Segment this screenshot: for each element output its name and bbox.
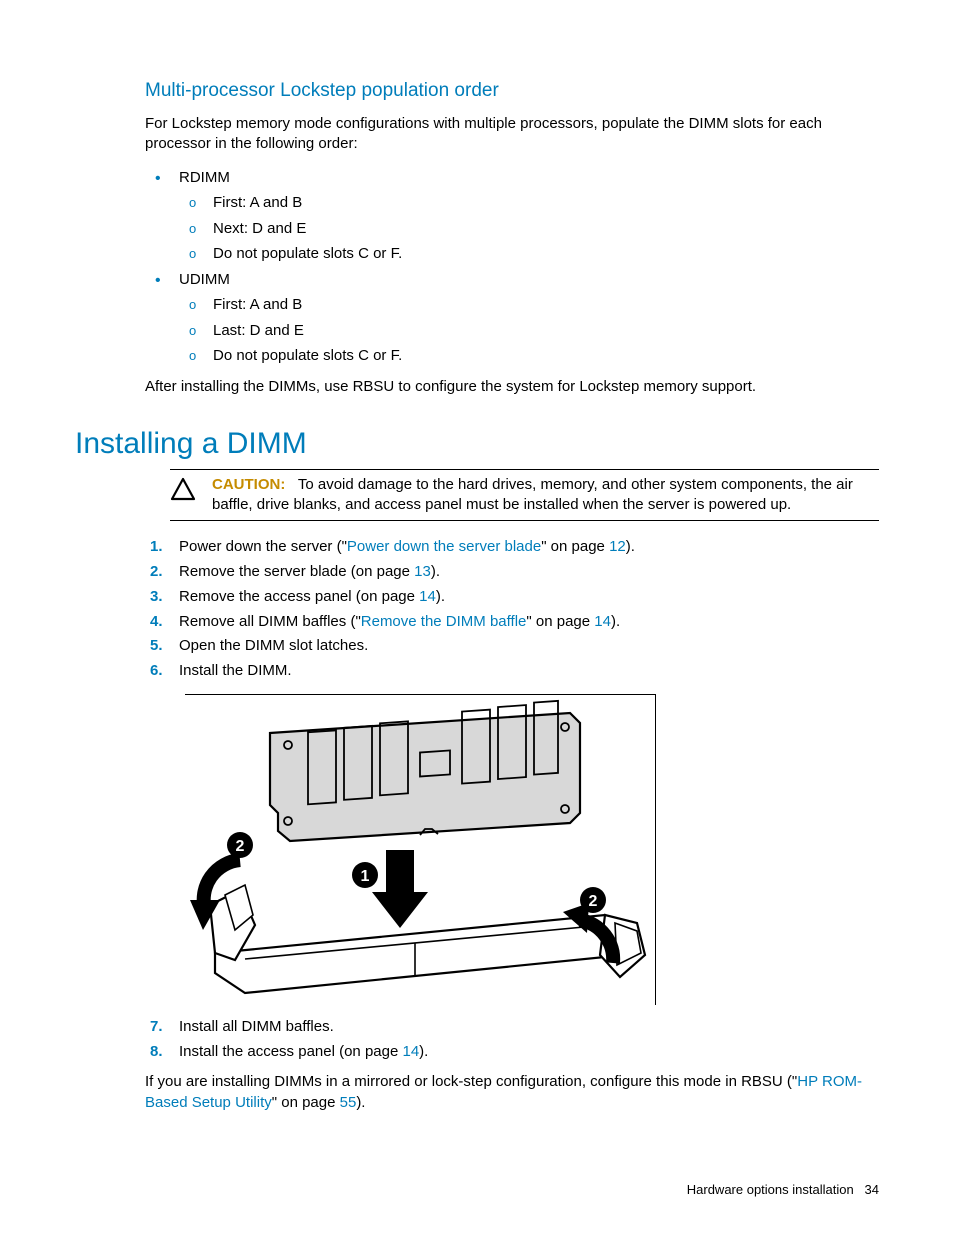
step: Install the DIMM. <box>145 659 879 684</box>
caution-text: CAUTION: To avoid damage to the hard dri… <box>212 475 879 516</box>
step: Install all DIMM baffles. <box>145 1015 879 1040</box>
step: Remove the server blade (on page 13). <box>145 560 879 585</box>
page-ref[interactable]: 13 <box>414 563 431 580</box>
install-steps: Power down the server ("Power down the s… <box>75 535 879 684</box>
install-steps-cont: Install all DIMM baffles. Install the ac… <box>75 1015 879 1065</box>
after-text: After installing the DIMMs, use RBSU to … <box>75 377 879 397</box>
page: Multi-processor Lockstep population orde… <box>0 0 954 1235</box>
heading-install-dimm: Installing a DIMM <box>75 427 879 461</box>
dimm-install-figure: 1 2 <box>185 694 656 1005</box>
intro-text: For Lockstep memory mode configurations … <box>75 114 879 155</box>
step: Open the DIMM slot latches. <box>145 634 879 659</box>
sub-item: First: A and B <box>179 292 879 318</box>
sub-list: First: A and B Last: D and E Do not popu… <box>179 292 879 369</box>
step: Remove all DIMM baffles ("Remove the DIM… <box>145 610 879 635</box>
sub-item: Do not populate slots C or F. <box>179 343 879 369</box>
list-label: UDIMM <box>179 271 230 288</box>
outro-text: If you are installing DIMMs in a mirrore… <box>75 1072 879 1113</box>
page-ref[interactable]: 12 <box>609 538 626 555</box>
svg-text:1: 1 <box>361 868 370 885</box>
page-ref[interactable]: 14 <box>594 613 611 630</box>
sub-item: Do not populate slots C or F. <box>179 241 879 267</box>
caution-icon <box>170 475 212 506</box>
svg-text:2: 2 <box>236 838 245 855</box>
svg-text:2: 2 <box>589 893 598 910</box>
sub-list: First: A and B Next: D and E Do not popu… <box>179 190 879 267</box>
sub-item: Last: D and E <box>179 318 879 344</box>
step: Remove the access panel (on page 14). <box>145 585 879 610</box>
list-item: RDIMM First: A and B Next: D and E Do no… <box>145 165 879 267</box>
page-ref[interactable]: 14 <box>402 1043 419 1060</box>
heading-lockstep: Multi-processor Lockstep population orde… <box>75 80 879 102</box>
link-remove-baffle[interactable]: Remove the DIMM baffle <box>361 613 527 630</box>
step: Power down the server ("Power down the s… <box>145 535 879 560</box>
page-ref[interactable]: 55 <box>340 1094 357 1111</box>
population-list: RDIMM First: A and B Next: D and E Do no… <box>75 165 879 369</box>
sub-item: First: A and B <box>179 190 879 216</box>
caution-box: CAUTION: To avoid damage to the hard dri… <box>170 469 879 522</box>
sub-item: Next: D and E <box>179 216 879 242</box>
caution-body: To avoid damage to the hard drives, memo… <box>212 476 853 513</box>
page-footer: Hardware options installation 34 <box>687 1182 879 1197</box>
list-label: RDIMM <box>179 169 230 186</box>
page-ref[interactable]: 14 <box>419 588 436 605</box>
list-item: UDIMM First: A and B Last: D and E Do no… <box>145 267 879 369</box>
link-power-down[interactable]: Power down the server blade <box>347 538 541 555</box>
step: Install the access panel (on page 14). <box>145 1040 879 1065</box>
page-number: 34 <box>865 1182 879 1197</box>
caution-label: CAUTION: <box>212 476 285 493</box>
